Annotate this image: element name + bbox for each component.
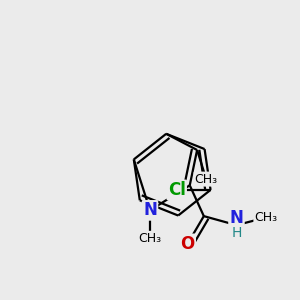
Text: CH₃: CH₃ bbox=[195, 172, 218, 186]
Text: Cl: Cl bbox=[168, 181, 186, 199]
Text: CH₃: CH₃ bbox=[254, 211, 278, 224]
Text: N: N bbox=[230, 209, 243, 227]
Text: CH₃: CH₃ bbox=[138, 232, 162, 245]
Text: O: O bbox=[180, 235, 195, 253]
Text: H: H bbox=[231, 226, 242, 240]
Text: N: N bbox=[143, 201, 157, 219]
